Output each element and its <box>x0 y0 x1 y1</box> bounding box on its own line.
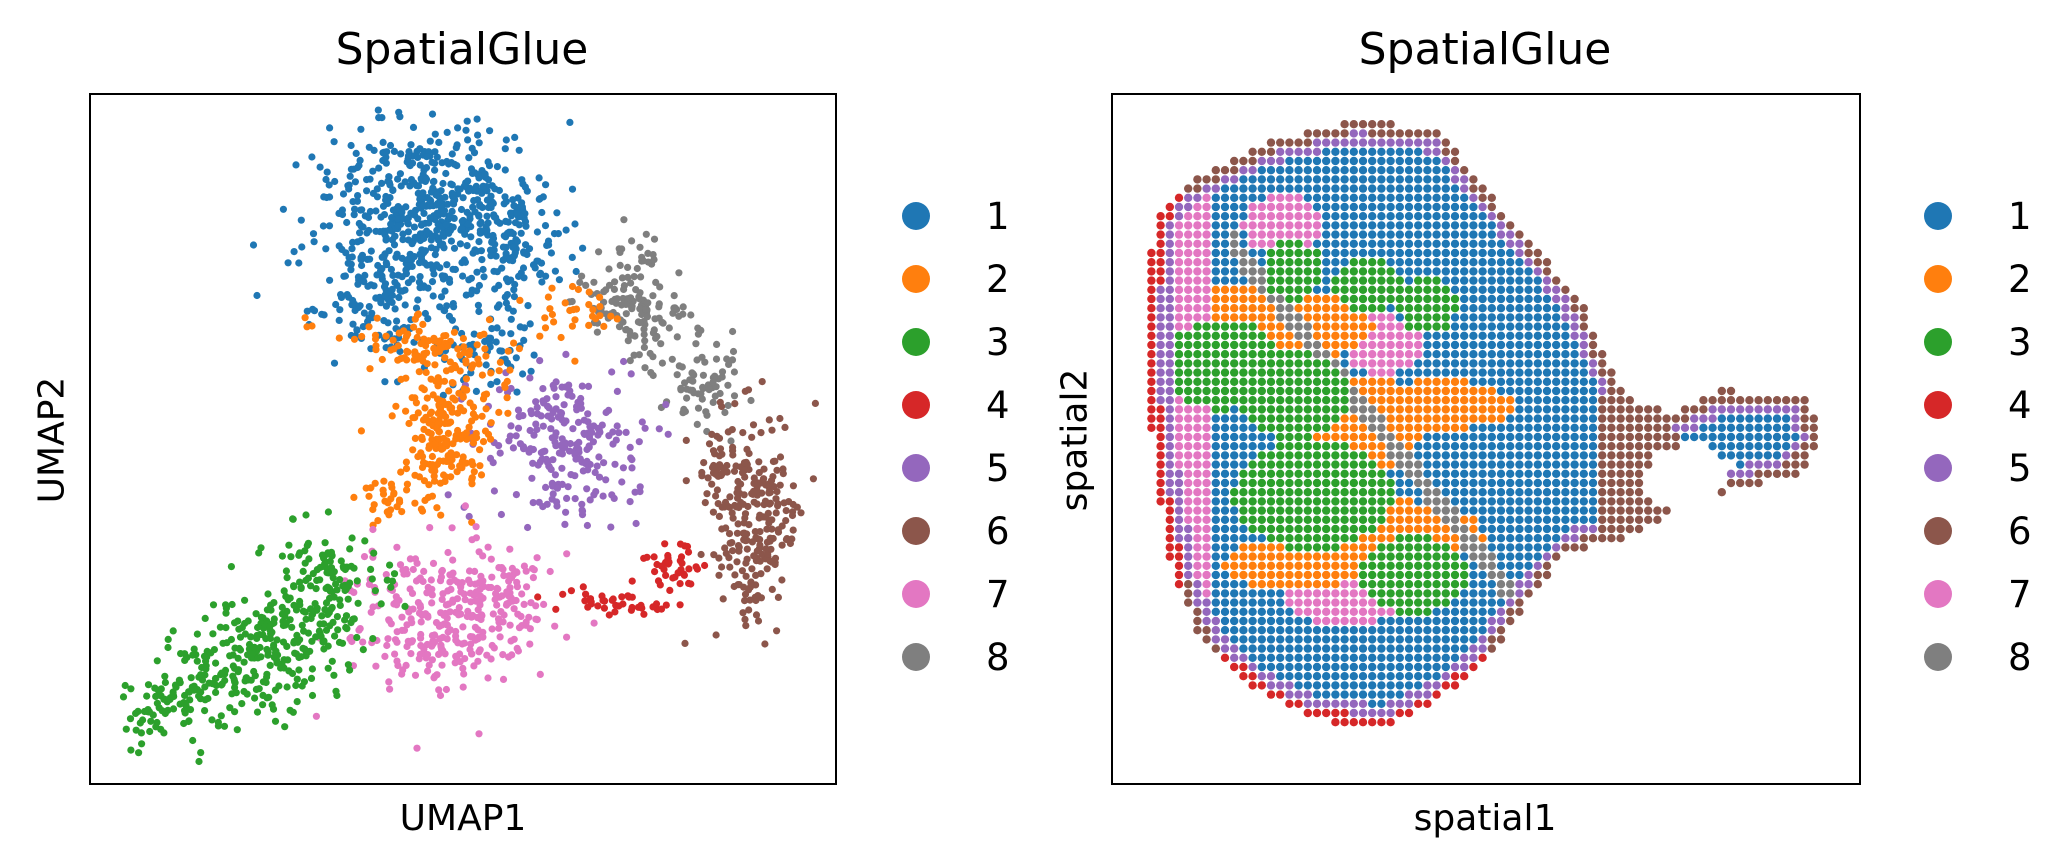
legend-marker <box>1924 202 1952 230</box>
spatial-plot-area <box>1111 93 1861 785</box>
legend-marker <box>902 202 930 230</box>
legend-item-3: 3 <box>902 321 1010 364</box>
umap-scatter <box>119 106 820 766</box>
umap-plot-area <box>89 93 837 785</box>
legend-item-7: 7 <box>902 573 1010 616</box>
spatial-cluster-7 <box>1174 193 1423 626</box>
legend-label: 4 <box>986 383 1010 427</box>
legend-label: 6 <box>986 509 1010 553</box>
legend-label: 7 <box>2008 572 2032 616</box>
legend-item-3: 3 <box>1924 321 2032 364</box>
legend-marker <box>902 265 930 293</box>
legend-item-2: 2 <box>1924 258 2032 301</box>
spatial-x-axis-label: spatial1 <box>1413 798 1557 839</box>
spatial-scatter <box>1147 120 1818 727</box>
legend-item-2: 2 <box>902 258 1010 301</box>
umap-cluster-7 <box>312 502 598 752</box>
legend-item-4: 4 <box>902 384 1010 427</box>
legend-label: 7 <box>986 572 1010 616</box>
umap-cluster-5 <box>444 350 672 532</box>
legend-label: 1 <box>2008 194 2032 238</box>
legend-label: 4 <box>2008 383 2032 427</box>
legend-marker <box>1924 328 1952 356</box>
spatial-cluster-4 <box>1147 193 1487 727</box>
legend-marker <box>902 328 930 356</box>
legend-marker <box>902 580 930 608</box>
legend-item-1: 1 <box>1924 195 2032 238</box>
spatial-cluster-1 <box>1211 147 1800 708</box>
legend-label: 3 <box>2008 320 2032 364</box>
legend-item-7: 7 <box>1924 573 2032 616</box>
spatial-y-axis-label: spatial2 <box>1054 368 1096 512</box>
legend-label: 2 <box>986 257 1010 301</box>
legend-item-8: 8 <box>902 636 1010 679</box>
legend-marker <box>902 517 930 545</box>
legend-item-8: 8 <box>1924 636 2032 679</box>
legend-marker <box>1924 643 1952 671</box>
legend-label: 5 <box>986 446 1010 490</box>
legend-marker <box>1924 517 1952 545</box>
spatial-cluster-2 <box>1211 285 1515 589</box>
legend-item-6: 6 <box>902 510 1010 553</box>
spatial-cluster-3 <box>1174 239 1469 616</box>
legend-label: 8 <box>986 635 1010 679</box>
legend-marker <box>902 643 930 671</box>
legend-item-5: 5 <box>902 447 1010 490</box>
umap-x-axis-label: UMAP1 <box>399 798 527 839</box>
legend-item-1: 1 <box>902 195 1010 238</box>
legend-item-4: 4 <box>1924 384 2032 427</box>
umap-y-axis-label: UMAP2 <box>31 376 73 504</box>
legend-marker <box>902 454 930 482</box>
legend-label: 8 <box>2008 635 2032 679</box>
legend-item-6: 6 <box>1924 510 2032 553</box>
legend-label: 5 <box>2008 446 2032 490</box>
umap-chart-title: SpatialGlue <box>335 24 589 75</box>
umap-cluster-8 <box>565 216 755 445</box>
spatial-cluster-6 <box>1184 120 1818 653</box>
legend-marker <box>902 391 930 419</box>
spatial-chart-title: SpatialGlue <box>1358 24 1612 75</box>
legend-label: 6 <box>2008 509 2032 553</box>
umap-panel: SpatialGlue UMAP1 UMAP2 1 2 3 4 5 6 7 8 <box>31 24 1010 839</box>
legend-item-5: 5 <box>1924 447 2032 490</box>
umap-cluster-4 <box>534 540 709 619</box>
legend-marker <box>1924 580 1952 608</box>
umap-cluster-3 <box>119 508 409 766</box>
legend-marker <box>1924 265 1952 293</box>
legend-label: 1 <box>986 194 1010 238</box>
legend-marker <box>1924 454 1952 482</box>
spatial-panel: SpatialGlue spatial1 spatial2 1 2 3 4 5 6 7 8 <box>1035 0 2070 866</box>
umap-cluster-1 <box>249 106 587 399</box>
spatial-cluster-8 <box>1230 230 1515 598</box>
umap-cluster-6 <box>681 378 820 648</box>
legend-label: 3 <box>986 320 1010 364</box>
legend-label: 2 <box>2008 257 2032 301</box>
legend-marker <box>1924 391 1952 419</box>
umap-cluster-2 <box>301 282 621 529</box>
spatial-cluster-5 <box>1156 129 1809 718</box>
